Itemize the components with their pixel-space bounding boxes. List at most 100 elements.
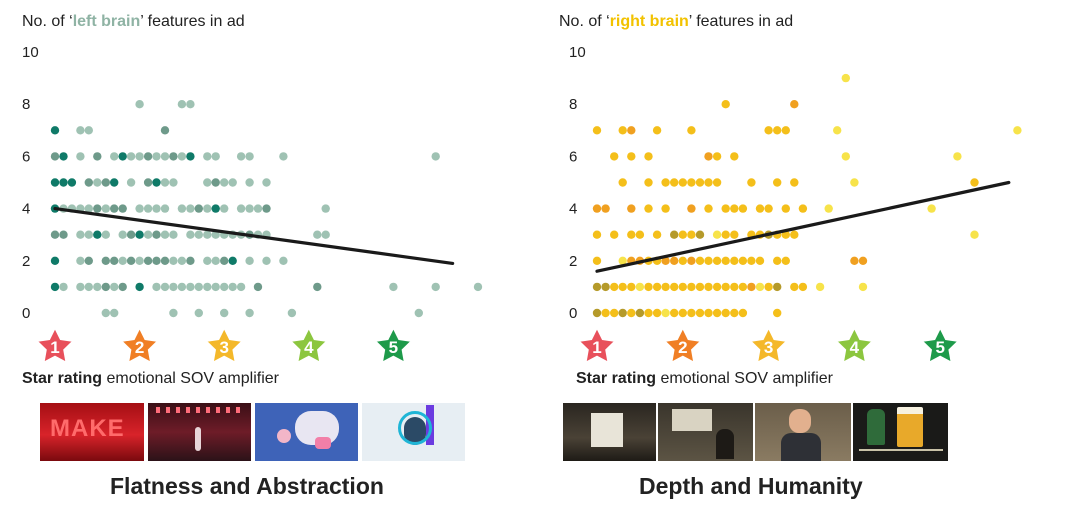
scatter-point xyxy=(953,152,962,161)
scatter-point xyxy=(635,282,645,292)
scatter-point xyxy=(678,178,687,187)
scatter-point xyxy=(152,178,161,187)
scatter-point xyxy=(194,204,203,213)
scatter-point xyxy=(169,256,178,265)
scatter-point xyxy=(618,126,627,135)
star-rating-1-icon: 1 xyxy=(35,326,75,364)
scatter-point xyxy=(245,308,254,318)
y-axis-title-prefix: No. of ‘ xyxy=(559,13,610,30)
scatter-point xyxy=(687,126,696,135)
scatter-point xyxy=(228,178,237,187)
scatter-point xyxy=(773,308,782,318)
scatter-point xyxy=(253,282,263,292)
scatter-point xyxy=(169,230,178,239)
scatter-point xyxy=(245,152,254,161)
scatter-point xyxy=(695,230,705,239)
scatter-point xyxy=(186,230,195,239)
man-face xyxy=(789,409,811,433)
scatter-point xyxy=(850,256,859,265)
scatter-point xyxy=(110,256,119,265)
scatter-point xyxy=(160,126,170,135)
right-caption: Depth and Humanity xyxy=(639,473,863,499)
scatter-point xyxy=(678,230,687,239)
scatter-point xyxy=(670,282,679,292)
scatter-point xyxy=(203,256,212,265)
scatter-point xyxy=(245,178,254,187)
scatter-point xyxy=(738,308,748,318)
scatter-point xyxy=(592,126,602,135)
scatter-point xyxy=(110,178,119,187)
scatter-point xyxy=(927,204,936,213)
scatter-point xyxy=(93,230,102,239)
scatter-point xyxy=(592,282,602,292)
scatter-point xyxy=(152,282,161,292)
scatter-point xyxy=(186,100,195,109)
star-rating-number: 2 xyxy=(135,338,144,357)
scatter-point xyxy=(101,178,111,187)
star-rating-number: 1 xyxy=(592,338,601,357)
scatter-point xyxy=(704,256,713,265)
scatter-point xyxy=(601,204,610,213)
star-shape xyxy=(663,326,703,364)
scatter-point xyxy=(67,178,77,187)
scatter-point xyxy=(101,256,111,265)
heineken-bottle-thumbnail xyxy=(853,403,948,461)
star-shape xyxy=(577,326,617,364)
scatter-point xyxy=(473,282,483,292)
scatter-point xyxy=(50,230,60,239)
star-shape xyxy=(289,326,329,364)
x-axis-title-rest: emotional SOV amplifier xyxy=(102,370,279,387)
scatter-point xyxy=(730,230,739,239)
scatter-point xyxy=(152,204,161,213)
red-make-ad-thumbnail: MAKE xyxy=(40,403,144,461)
scatter-point xyxy=(84,256,94,265)
scatter-point xyxy=(652,308,662,318)
scatter-point xyxy=(970,230,979,239)
scatter-point xyxy=(670,178,679,187)
scatter-point xyxy=(721,230,730,239)
scatter-point xyxy=(790,230,799,239)
scatter-point xyxy=(152,256,161,265)
scatter-point xyxy=(721,308,730,318)
scatter-point xyxy=(186,282,195,292)
scatter-point xyxy=(76,282,85,292)
scatter-point xyxy=(220,308,229,318)
scatter-point xyxy=(236,204,246,213)
scatter-point xyxy=(661,282,670,292)
scatter-point xyxy=(730,282,739,292)
scatter-point xyxy=(858,256,868,265)
scatter-point xyxy=(824,204,833,213)
scatter-point xyxy=(228,282,237,292)
scatter-point xyxy=(661,204,670,213)
scatter-point xyxy=(850,178,859,187)
scatter-point xyxy=(118,256,127,265)
right-brain-keyword: right brain xyxy=(609,13,689,30)
scatter-point xyxy=(245,256,254,265)
star-shape xyxy=(204,326,244,364)
star-rating-4-icon: 4 xyxy=(289,326,329,364)
beer-glass xyxy=(897,407,923,447)
star-rating-5-icon: 5 xyxy=(373,326,414,364)
couple-talking-thumbnail xyxy=(658,403,753,461)
star-rating-number: 3 xyxy=(764,338,773,357)
scatter-point xyxy=(118,282,127,292)
scatter-point xyxy=(738,282,748,292)
scatter-point xyxy=(253,204,263,213)
scatter-point xyxy=(203,178,212,187)
scatter-point xyxy=(721,204,730,213)
scatter-point xyxy=(101,230,111,239)
scatter-point xyxy=(644,204,653,213)
pink-circle-shape xyxy=(277,429,291,443)
scatter-point xyxy=(635,308,645,318)
x-axis-title: Star rating emotional SOV amplifier xyxy=(22,370,279,388)
y-axis-title: No. of ‘right brain’ features in ad xyxy=(559,13,793,31)
y-tick-label: 0 xyxy=(569,305,577,322)
scatter-point xyxy=(160,178,170,187)
left-brain-chart-panel: No. of ‘left brain’ features in ad 0 2 4 6 8… xyxy=(0,0,533,511)
scatter-point xyxy=(211,152,220,161)
scatter-point xyxy=(177,282,187,292)
scatter-point xyxy=(228,256,237,265)
scatter-point xyxy=(160,256,170,265)
scatter-point xyxy=(118,204,127,213)
y-tick-label: 10 xyxy=(569,44,586,61)
